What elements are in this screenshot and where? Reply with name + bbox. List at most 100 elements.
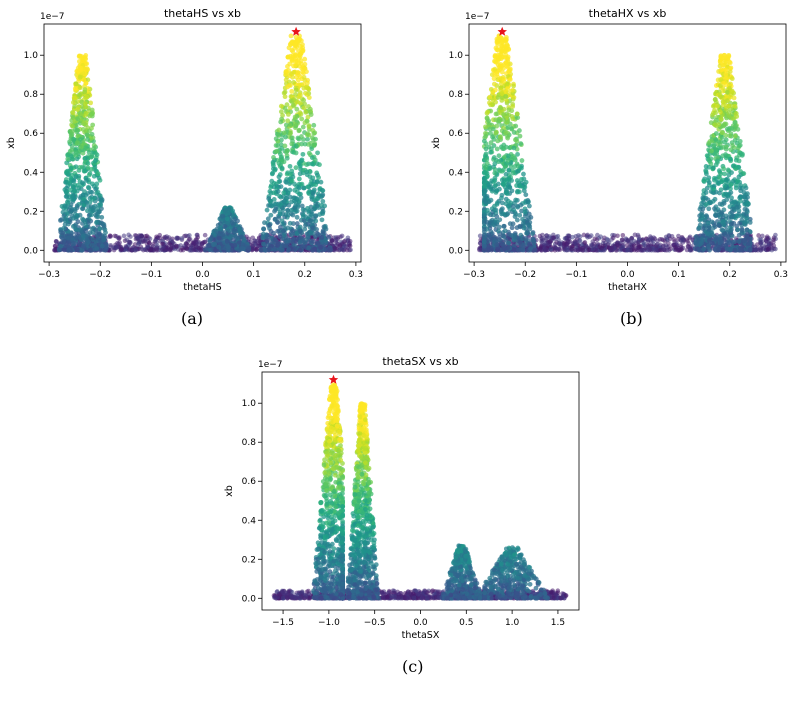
scatter-point [276,127,282,133]
scatter-point [264,207,270,213]
scatter-point [63,203,68,209]
scatter-point [72,206,78,212]
scatter-point [487,94,493,100]
scatter-point [489,247,494,253]
scatter-point [510,104,516,109]
scatter-point [320,239,326,245]
scatter-point [520,216,525,222]
x-tick-label: 0.3 [349,270,363,280]
scatter-point [294,106,300,112]
scatter-point [511,94,517,100]
scatter-point [287,41,293,47]
scatter-point [262,220,267,226]
scatter-point [523,192,529,198]
scatter-point [617,247,623,253]
scatter-point [305,205,310,211]
scatter-point [63,189,69,195]
scatter-point [302,61,308,67]
scatter-point [625,247,630,253]
scatter-point [494,242,499,248]
scatter-point [89,190,95,195]
scatter-point [747,219,753,225]
scatter-point [58,229,64,235]
scatter-point [72,95,78,101]
scatter-point [261,241,266,247]
scatter-point [500,117,506,122]
scatter-point [505,86,510,91]
scatter-point [86,172,92,178]
scatter-point [80,233,86,239]
scatter-point [727,156,733,162]
scatter-point [511,83,516,89]
scatter-point [335,235,341,240]
scatter-point [299,47,305,53]
scatter-point [499,69,505,75]
scatter-point [278,119,284,125]
scatter-point [524,230,529,236]
scatter-point [590,246,596,252]
scatter-point [756,233,761,238]
scatter-point [285,54,291,60]
scatter-point [490,134,495,140]
chart-2: −0.3 −0.2 −0.1 0.0 0.1 0.2 0.30.00.20.40.60.81… [431,7,788,293]
scatter-point [276,174,282,180]
scatter-point [484,219,490,225]
scatter-point [205,243,211,249]
scatter-point [299,116,305,122]
scatter-point [88,154,94,160]
scatter-point [283,179,289,185]
scatter-point [270,161,276,167]
scatter-point [304,92,310,98]
scatter-point [83,228,89,234]
scatter-point [548,238,554,244]
scatter-point [483,124,488,130]
scatter-point [300,238,306,244]
scatter-point [239,245,245,251]
scatter-point [86,243,92,249]
scatter-point [96,242,102,248]
y-tick-label: 0.2 [24,207,38,217]
scatter-point [65,156,71,162]
scatter-point [291,97,297,102]
scatter-point [296,127,302,133]
scatter-point [510,203,516,209]
scatter-point [246,246,251,251]
scatter-point [508,200,514,206]
y-offset-text: 1e−7 [40,12,65,22]
scatter-point [276,160,282,166]
scatter-point [272,208,277,214]
scatter-point [289,141,295,147]
scatter-point [76,185,82,191]
scatter-point [93,186,99,192]
scatter-point [220,213,225,219]
scatter-point [56,247,62,253]
scatter-point [636,236,642,242]
scatter-point [517,183,523,189]
scatter-point [301,185,307,191]
scatter-point [485,109,491,115]
scatter-point [503,130,509,136]
scatter-point [65,235,71,241]
scatter-point [70,184,76,190]
scatter-point [496,228,501,234]
scatter-point [509,225,515,231]
scatter-point [279,218,285,224]
scatter-point [503,190,509,196]
scatter-point [519,176,524,182]
scatter-point [253,238,258,244]
scatter-point [720,245,725,251]
scatter-point [632,243,637,249]
scatter-point [224,239,230,244]
scatter-point [148,246,154,252]
scatter-point [269,171,275,177]
scatter-point [506,153,511,159]
scatter-point [496,159,501,165]
scatter-point [273,201,279,207]
scatter-point [483,200,489,205]
scatter-point [82,155,88,161]
scatter-point [729,195,734,201]
scatter-point [334,240,340,246]
scatter-point [296,161,302,167]
scatter-point [501,146,507,152]
scatter-point [278,224,283,230]
